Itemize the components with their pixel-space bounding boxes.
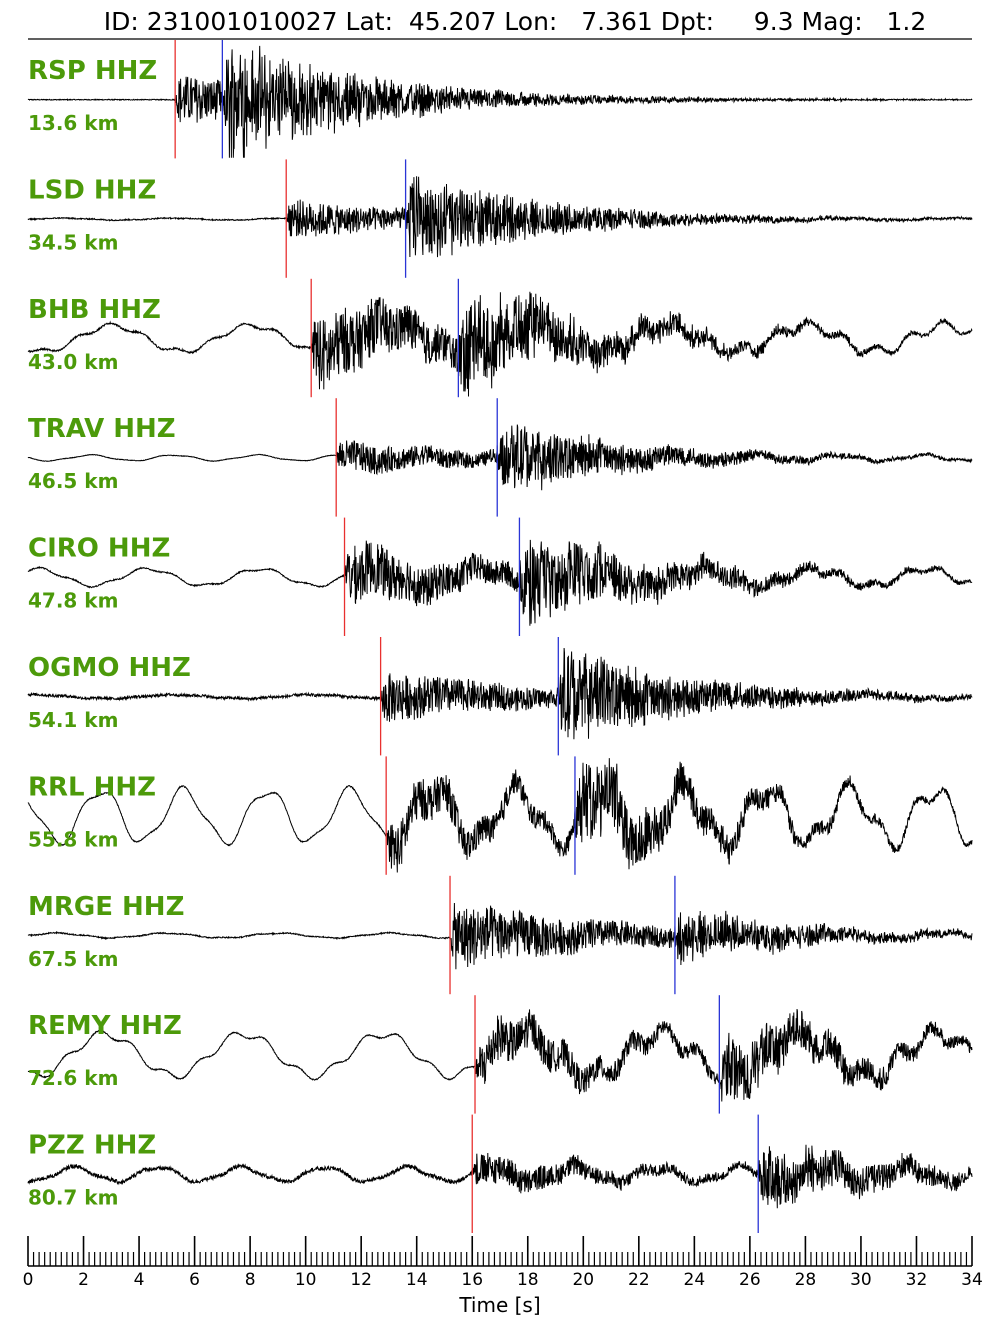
station-label: TRAV HHZ (28, 414, 176, 444)
x-tick-label: 28 (795, 1270, 817, 1290)
x-tick-label: 16 (461, 1270, 483, 1290)
trace-row: BHB HHZ 43.0 km (27, 278, 973, 398)
x-tick-label: 6 (189, 1270, 200, 1290)
distance-label: 67.5 km (28, 947, 118, 971)
waveform-trace (27, 176, 973, 258)
waveform-trace (27, 902, 973, 970)
distance-label: 80.7 km (28, 1186, 118, 1210)
trace-row: RRL HHZ 55.8 km (27, 756, 973, 875)
trace-row: CIRO HHZ 47.8 km (27, 517, 973, 636)
x-axis: 0 2 4 6 8 10 12 14 16 18 20 22 24 26 28 30 32 34 (23, 1236, 983, 1290)
waveform-trace (27, 424, 973, 491)
station-label: LSD HHZ (28, 175, 156, 205)
distance-label: 34.5 km (28, 230, 118, 254)
waveform-trace (27, 539, 973, 626)
traces-group: RSP HHZ 13.6 km LSD HHZ 34.5 km BHB HHZ 43.0 … (27, 40, 973, 1233)
x-axis-label: Time [s] (458, 1293, 540, 1317)
distance-label: 54.1 km (28, 708, 118, 732)
station-label: BHB HHZ (28, 295, 161, 325)
x-tick-label: 26 (739, 1270, 761, 1290)
distance-label: 72.6 km (28, 1066, 118, 1090)
x-tick-label: 10 (295, 1270, 317, 1290)
distance-label: 55.8 km (28, 827, 118, 851)
trace-row: TRAV HHZ 46.5 km (27, 398, 973, 517)
x-tick-label: 18 (517, 1270, 539, 1290)
trace-row: MRGE HHZ 67.5 km (27, 875, 973, 995)
waveform-trace (27, 1008, 973, 1102)
x-tick-label: 4 (134, 1270, 145, 1290)
station-label: MRGE HHZ (28, 892, 184, 922)
distance-label: 47.8 km (28, 589, 118, 613)
x-tick-label: 24 (684, 1270, 706, 1290)
x-tick-label: 8 (245, 1270, 256, 1290)
x-tick-label: 20 (572, 1270, 594, 1290)
x-tick-label: 34 (961, 1270, 983, 1290)
x-tick-label: 12 (350, 1270, 372, 1290)
x-tick-label: 22 (628, 1270, 650, 1290)
waveform-trace (27, 291, 973, 397)
x-tick-label: 32 (906, 1270, 928, 1290)
waveform-trace (27, 1144, 973, 1209)
station-label: CIRO HHZ (28, 534, 170, 564)
chart-title: ID: 231001010027 Lat: 45.207 Lon: 7.361 … (104, 7, 927, 36)
station-label: REMY HHZ (28, 1011, 182, 1041)
x-tick-label: 14 (406, 1270, 428, 1290)
station-label: PZZ HHZ (28, 1131, 156, 1161)
trace-row: PZZ HHZ 80.7 km (27, 1114, 973, 1233)
x-tick-label: 30 (850, 1270, 872, 1290)
distance-label: 46.5 km (28, 469, 118, 493)
station-label: RSP HHZ (28, 56, 157, 86)
trace-row: OGMO HHZ 54.1 km (27, 637, 973, 756)
trace-row: LSD HHZ 34.5 km (27, 159, 973, 278)
waveform-trace (27, 758, 973, 873)
waveform-trace (27, 647, 973, 740)
x-tick-label: 0 (23, 1270, 34, 1290)
station-label: RRL HHZ (28, 772, 156, 802)
distance-label: 13.6 km (28, 111, 118, 135)
waveform-trace (27, 45, 973, 158)
distance-label: 43.0 km (28, 350, 118, 374)
trace-row: REMY HHZ 72.6 km (27, 995, 973, 1114)
x-tick-label: 2 (78, 1270, 89, 1290)
station-label: OGMO HHZ (28, 653, 191, 683)
trace-row: RSP HHZ 13.6 km (27, 40, 973, 159)
